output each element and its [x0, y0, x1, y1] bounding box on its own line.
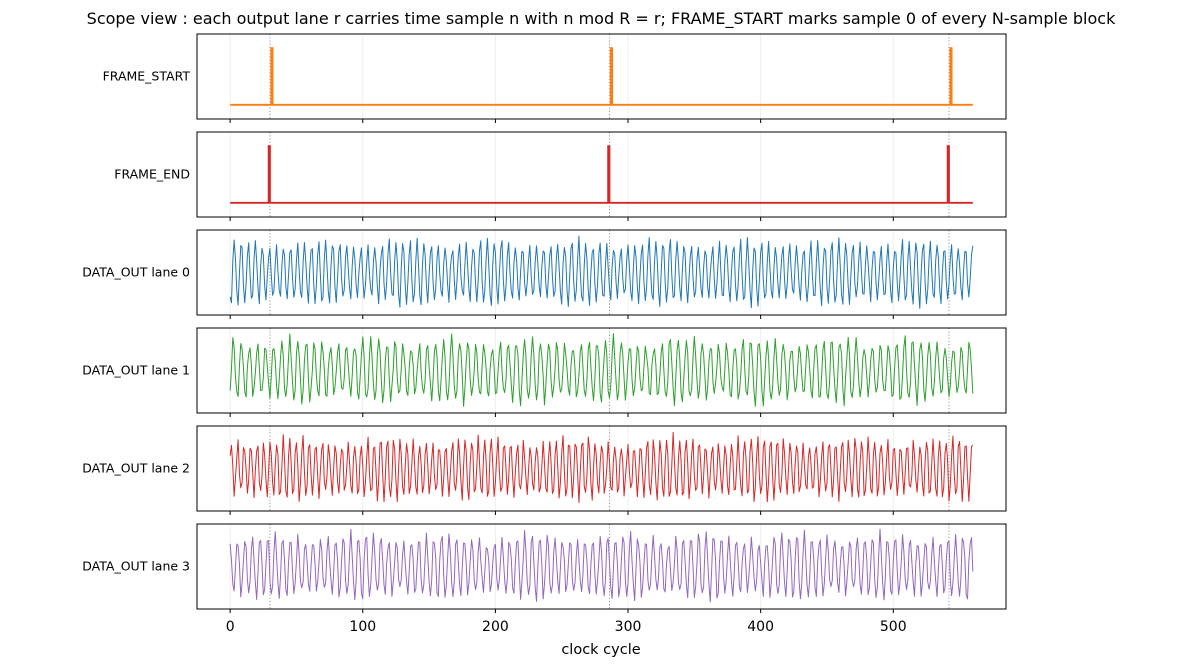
trace-data-out-lane-2	[229, 431, 974, 503]
lane-panels: FRAME_START FRAME_END DATA_OUT lane 0 DATA_…	[82, 33, 1007, 613]
x-tick-label-1: 100	[349, 619, 376, 635]
chart-title: Scope view : each output lane r carries …	[87, 9, 1116, 29]
x-tick-label-3: 300	[615, 619, 642, 635]
lane-label-frame-start: FRAME_START	[103, 69, 191, 84]
x-tick-label-5: 500	[880, 619, 907, 635]
panel-frame	[196, 523, 1007, 610]
panel-data-out-lane-2: DATA_OUT lane 2	[82, 425, 1007, 515]
panel-data-out-lane-1: DATA_OUT lane 1	[82, 327, 1007, 417]
panel-data-out-lane-0: DATA_OUT lane 0	[82, 229, 1007, 319]
panel-frame	[196, 131, 1007, 218]
lane-label-data-out-lane-3: DATA_OUT lane 3	[82, 559, 190, 574]
x-tick-label-4: 400	[747, 619, 774, 635]
lane-label-data-out-lane-1: DATA_OUT lane 1	[82, 363, 190, 378]
panel-frame	[196, 327, 1007, 414]
lane-label-data-out-lane-2: DATA_OUT lane 2	[82, 461, 190, 476]
panel-frame	[196, 425, 1007, 512]
panel-frame-end: FRAME_END	[114, 131, 1007, 221]
panel-frame	[196, 33, 1007, 120]
trace-data-out-lane-0	[229, 235, 974, 309]
x-axis: 0 100 200 300 400 500	[226, 619, 907, 635]
x-tick-label-2: 200	[482, 619, 509, 635]
x-tick-label-0: 0	[226, 619, 235, 635]
lane-label-data-out-lane-0: DATA_OUT lane 0	[82, 265, 190, 280]
panel-frame-start: FRAME_START	[103, 33, 1007, 123]
trace-data-out-lane-1	[229, 333, 974, 407]
lane-label-frame-end: FRAME_END	[114, 167, 190, 182]
panel-data-out-lane-3: DATA_OUT lane 3	[82, 523, 1007, 613]
trace-frame-start	[230, 47, 973, 106]
trace-data-out-lane-3	[229, 528, 974, 603]
panel-frame	[196, 229, 1007, 316]
x-axis-label: clock cycle	[561, 642, 640, 658]
trace-frame-end	[230, 145, 973, 204]
